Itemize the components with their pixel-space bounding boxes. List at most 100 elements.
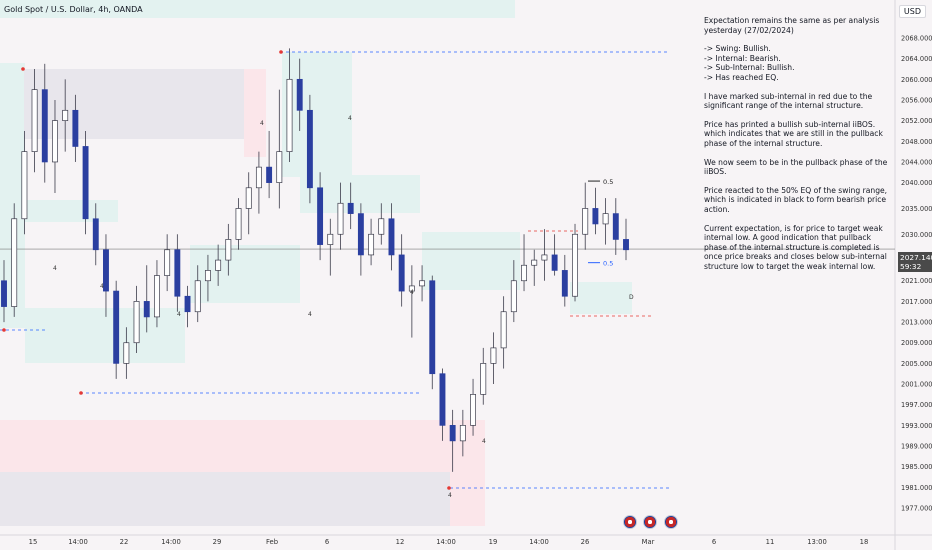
candle-body [347, 202, 354, 214]
candle-body [123, 342, 130, 364]
note-paragraph: -> Swing: Bullish. -> Internal: Bearish.… [704, 44, 795, 82]
structure-label: 4 [348, 115, 352, 122]
candle-body [378, 218, 385, 235]
candle-body [11, 218, 18, 307]
time-tick-label: 26 [581, 538, 590, 546]
candle-body [623, 239, 629, 251]
candle-body [92, 218, 99, 251]
candle-body [286, 78, 293, 152]
price-tick-label: 2001.000 [901, 381, 932, 389]
candle-body [337, 202, 344, 235]
price-tick-label: 2030.000 [901, 231, 932, 239]
note-paragraph: Expectation remains the same as per anal… [704, 16, 880, 35]
candle-body [1, 280, 7, 307]
structure-label: 4 [260, 120, 264, 127]
candle-body [164, 249, 171, 276]
candle-body [113, 290, 120, 364]
candle-body [439, 373, 446, 426]
structure-zone [0, 472, 485, 526]
candle-body [255, 166, 262, 189]
price-tick-label: 2064.000 [901, 55, 932, 63]
structure-label: 4 [482, 438, 486, 445]
axis-layer: 2068.000 2064.000 2060.000 2056.000 2052.000… [29, 35, 932, 547]
swing-point-marker [447, 486, 451, 490]
time-tick-label: 14:00 [529, 538, 549, 546]
price-tick-label: 2005.000 [901, 360, 932, 368]
structure-label: 4 [177, 311, 181, 318]
candle-body [368, 233, 375, 256]
price-tick-label: 2060.000 [901, 76, 932, 84]
candle-body [521, 264, 527, 282]
note-paragraph: Price reacted to the 50% EQ of the swing… [704, 185, 888, 214]
eq-level-label: 0.5 [603, 260, 613, 268]
structure-label: 4 [100, 283, 104, 290]
price-tick-label: 2052.000 [901, 117, 932, 125]
candle-body [317, 187, 324, 245]
candle-body [41, 89, 48, 163]
candle-body [184, 295, 191, 313]
time-tick-label: 15 [29, 538, 38, 546]
candle-body [388, 218, 395, 256]
candle-body [561, 270, 568, 297]
price-tick-label: 2021.000 [901, 277, 932, 285]
structure-label: 4 [448, 492, 452, 499]
structure-zone [24, 69, 266, 139]
time-tick-label: 6 [325, 538, 329, 546]
structure-zone [570, 282, 632, 314]
candles-layer [1, 48, 629, 472]
us-flag-icon[interactable] [643, 515, 657, 529]
candle-body [21, 151, 28, 220]
time-tick-label: 14:00 [161, 538, 181, 546]
price-tick-label: 1977.000 [901, 505, 932, 513]
candle-body [174, 249, 181, 297]
current-price: 2027.140 [900, 253, 932, 262]
candle-body [62, 109, 69, 121]
candle-body [306, 109, 313, 189]
price-tick-label: 2044.000 [901, 158, 932, 166]
note-paragraph: I have marked sub-internal in red due to… [704, 91, 873, 111]
candle-body [276, 151, 283, 183]
analysis-notes: Expectation remains the same as per anal… [704, 16, 890, 280]
candle-body [459, 425, 466, 442]
structure-zone [0, 200, 118, 222]
candle-body [133, 301, 140, 344]
candle-body [215, 259, 222, 271]
structure-zone [0, 0, 515, 18]
time-tick-label: 18 [860, 538, 869, 546]
time-tick-label: 29 [213, 538, 222, 546]
us-flag-icon[interactable] [623, 515, 637, 529]
note-paragraph: Price has printed a bullish sub-internal… [704, 119, 883, 148]
candle-body [490, 347, 497, 364]
price-tick-label: 1981.000 [901, 484, 932, 492]
time-tick-label: 11 [766, 538, 775, 546]
price-tick-label: 2056.000 [901, 96, 932, 104]
candle-body [470, 394, 476, 426]
candle-body [510, 280, 517, 313]
us-flag-icon[interactable] [664, 515, 678, 529]
price-tick-label: 2017.000 [901, 298, 932, 306]
candle-body [429, 280, 436, 375]
note-paragraph: We now seem to be in the pullback phase … [704, 157, 888, 177]
eq-level-label: 0.5 [603, 178, 613, 186]
time-tick-label: 13:00 [807, 538, 827, 546]
candle-body [480, 363, 487, 395]
symbol-title[interactable]: Gold Spot / U.S. Dollar, 4h, OANDA [4, 5, 143, 14]
candle-body [245, 187, 252, 209]
currency-button[interactable]: USD [898, 5, 926, 18]
structure-zone [282, 52, 352, 177]
price-tick-label: 1993.000 [901, 422, 932, 430]
candle-body [52, 120, 58, 163]
candle-body [398, 254, 405, 292]
candle-body [225, 239, 232, 261]
time-tick-label: 14:00 [436, 538, 456, 546]
price-tick-label: 2048.000 [901, 138, 932, 146]
swing-point-marker [279, 50, 283, 54]
candle-body [602, 213, 609, 225]
candle-body [592, 208, 599, 225]
labels-layer: 0.5 0.5 4 4 4 4 4 4 4 4 4 D [53, 115, 634, 499]
candle-body [194, 280, 201, 313]
time-tick-label: Feb [266, 538, 278, 546]
price-tick-label: 2040.000 [901, 179, 932, 187]
time-tick-label: 14:00 [68, 538, 88, 546]
